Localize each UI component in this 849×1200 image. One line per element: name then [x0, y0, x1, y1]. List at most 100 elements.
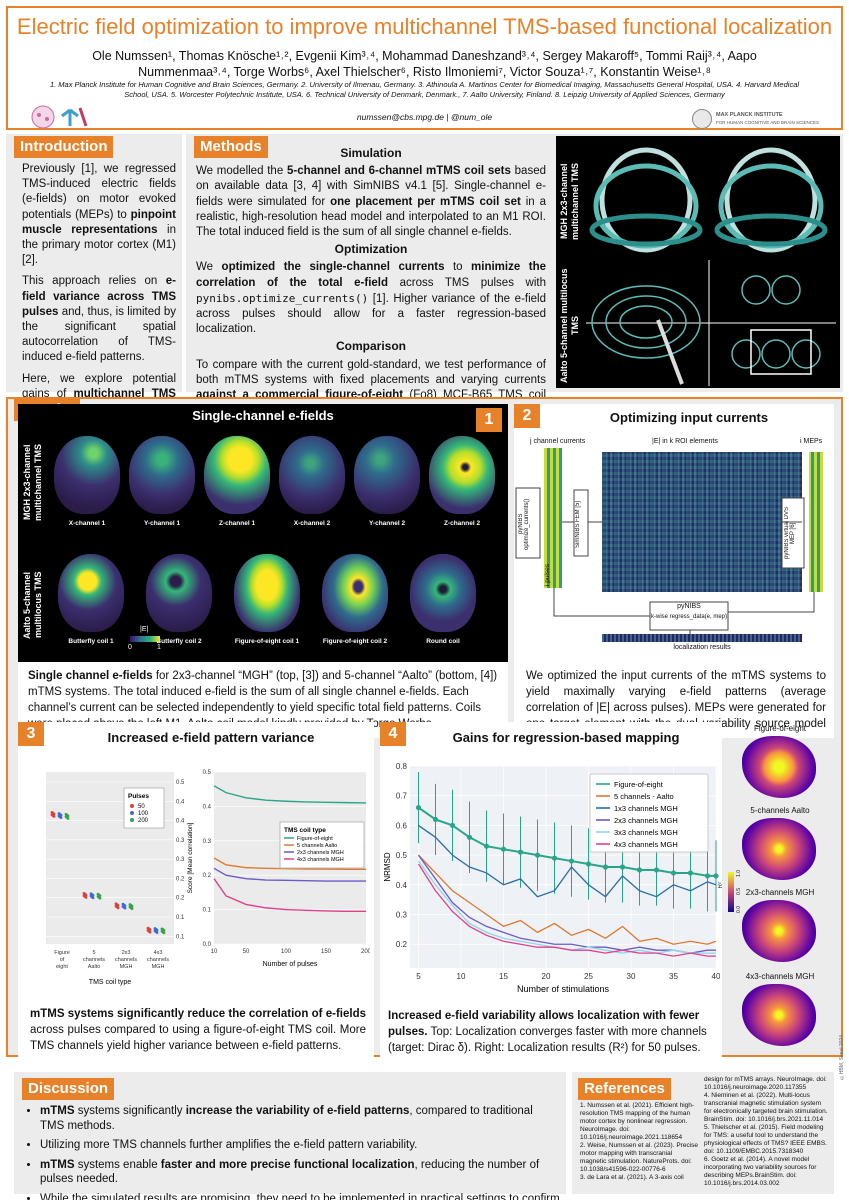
legend-label: 4x3 channels MGH	[614, 840, 678, 849]
x-tick-label: 200	[361, 949, 370, 955]
opt-b: optimized the single-channel currents	[221, 261, 445, 274]
r2-tick-0: 0.0	[736, 906, 742, 913]
efield-colorbar-max: 1	[157, 644, 161, 651]
panel-2-number: 2	[514, 404, 540, 428]
map-label: 5-channels Aalto	[750, 806, 810, 815]
data-point	[415, 804, 422, 811]
localization-map-render	[742, 818, 816, 880]
legend-title: Pulses	[128, 793, 149, 800]
data-point	[551, 855, 558, 861]
data-point	[500, 846, 507, 852]
localization-map-render	[742, 984, 816, 1046]
author-list: Ole Numssen¹, Thomas Knösche¹˒², Evgenii…	[92, 49, 757, 79]
legend-title: TMS coil type	[284, 827, 326, 834]
series-line	[213, 857, 366, 871]
methods-label: Methods	[194, 136, 268, 158]
efield-head-label: X-channel 2	[293, 520, 331, 527]
sim-c: based on available data [3, 4] with SimN…	[196, 165, 546, 208]
x-tick-label: 100	[281, 949, 292, 955]
cmp-a: To compare with the current gold-standar…	[196, 358, 546, 386]
efield-colorbar-min: 0	[128, 644, 132, 651]
panel-1-number: 1	[476, 408, 502, 432]
panel-4-caption-a: Increased e-field variability allows loc…	[388, 1010, 700, 1038]
scatter-point	[52, 814, 56, 818]
legend-box	[589, 773, 709, 853]
efield-head-label: Figure-of-eight coil 2	[322, 638, 388, 645]
panel-3-caption-b: across pulses compared to using a figure…	[30, 1024, 366, 1052]
data-point	[466, 834, 473, 840]
introduction-label: Introduction	[14, 136, 114, 158]
series-line	[213, 785, 367, 804]
mgh-coil-render	[589, 147, 828, 253]
discussion-panel: Discussion mTMS systems significantly in…	[14, 1072, 566, 1200]
y-tick-label: 0.0	[203, 942, 212, 948]
mpi-logo: MAX PLANCK INSTITUTE FOR HUMAN COGNITIVE…	[691, 109, 819, 129]
legend-label: 1x3 channels MGH	[614, 804, 678, 813]
efield-head-label: Figure-of-eight coil 1	[234, 638, 300, 645]
efield-head-label: Round coil	[426, 638, 460, 645]
x-tick-label: eight	[56, 964, 68, 970]
discussion-item-part: increase the variability of e-field patt…	[185, 1105, 410, 1117]
efield-row-label-mgh: MGH 2x3-channel multichannel TMS	[22, 443, 43, 521]
opt-c: to	[444, 261, 472, 274]
discussion-item: Utilizing more TMS channels further ampl…	[40, 1138, 560, 1153]
map-label: 4x3-channels MGH	[745, 972, 815, 981]
data-point	[449, 822, 456, 829]
data-point	[432, 816, 439, 823]
discussion-item-part: mTMS	[40, 1158, 75, 1171]
x-tick-label: 50	[243, 949, 250, 955]
legend-label: 4x3 channels MGH	[297, 857, 344, 863]
efield-head-render	[234, 554, 300, 632]
series-line	[213, 878, 366, 913]
legend-label: 5 channels - Aalto	[614, 792, 674, 801]
scatter-point	[66, 816, 70, 820]
box-regress-call: k-wise regress_data(e, mep)	[650, 614, 728, 620]
efield-head-render	[322, 554, 388, 632]
scatter-point	[98, 896, 102, 900]
y-tick-label: 0.2	[203, 873, 212, 879]
panel-4-title: Gains for regression-based mapping	[452, 730, 680, 745]
panel-3-caption-a: mTMS systems significantly reduce the co…	[30, 1008, 366, 1020]
efield-head-render	[146, 554, 212, 632]
panel-2: 2 Optimizing input currents j channel cu…	[514, 404, 834, 746]
introduction-panel: Introduction Previously [1], we regresse…	[6, 134, 182, 445]
y-tick-label: 0.4	[203, 804, 212, 810]
x-tick-label: Aalto	[88, 964, 101, 970]
y-tick-label: 0.15	[176, 915, 184, 921]
panel-4: 4 Gains for regression-based mapping 0.2…	[380, 722, 722, 1060]
copyright-mark: ©HBM, Seoul 2024	[839, 1034, 845, 1080]
affiliations: 1. Max Planck Institute for Human Cognit…	[49, 80, 800, 99]
efield-head-label: Y-channel 1	[143, 520, 181, 527]
opt-code: pynibs.optimize_currents()	[196, 291, 369, 305]
opt-f: [1]. Higher variance of the e-field acro…	[196, 292, 546, 336]
efield-head-render	[279, 436, 345, 514]
coil-row-label-mgh: MGH 2x3-channel multichannel TMS	[559, 162, 580, 240]
legend-label: 200	[138, 818, 149, 824]
efield-head-render	[204, 436, 270, 514]
legend-label: 5 channels Aalto	[297, 843, 337, 849]
mpi-seal-icon	[691, 109, 712, 129]
x-tick-label: MGH	[152, 964, 165, 970]
sim-d: one placement per mTMS coil set	[330, 195, 521, 208]
efield-head-label: Butterfly coil 2	[156, 638, 202, 645]
y-tick-label: 0.3	[176, 857, 184, 863]
box-virtual-mep: pyNIBS virtual DVS MEP [6]	[784, 506, 796, 560]
data-point	[585, 861, 592, 867]
x-tick-label: channels	[115, 957, 137, 963]
y-tick-label: 0.7	[396, 792, 408, 801]
panel-4-number: 4	[380, 722, 406, 746]
efield-head-render	[429, 436, 495, 514]
coil-models-figure: MGH 2x3-channel multichannel TMS Aalto 5…	[556, 136, 840, 388]
lbl-meps: i MEPs	[800, 438, 823, 445]
lbl-channel-currents: j channel currents	[530, 438, 586, 445]
y-tick-label: 0.4	[176, 819, 184, 825]
optimization-pipeline-diagram	[515, 448, 823, 642]
discussion-item-part: systems enable	[74, 1158, 161, 1171]
legend-label: Figure-of-eight	[297, 836, 333, 842]
references-col-2: design for mTMS arrays. NeuroImage. doi:…	[704, 1076, 828, 1187]
x-tick-label: Figure	[54, 950, 70, 956]
panel-3-caption: mTMS systems significantly reduce the co…	[30, 1006, 366, 1054]
mpi-subname: FOR HUMAN COGNITIVE AND BRAIN SCIENCES	[715, 120, 819, 125]
opt-e: across TMS pulses with	[388, 276, 546, 289]
poster-header: Electric field optimization to improve m…	[6, 6, 843, 130]
